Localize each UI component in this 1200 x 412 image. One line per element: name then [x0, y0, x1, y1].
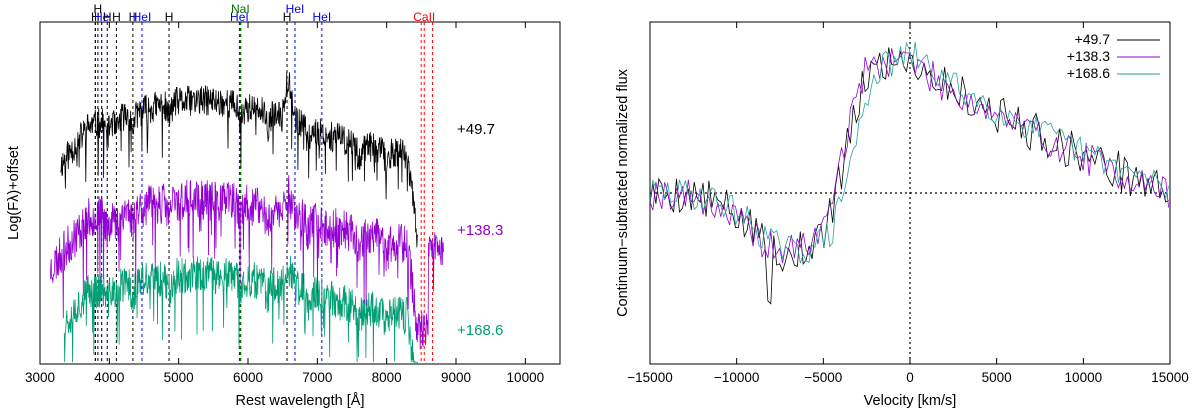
left-tick-label-0: 3000: [25, 370, 55, 385]
line-marker-label-7: H: [165, 10, 174, 24]
line-marker-label-6: HeI: [133, 10, 152, 24]
right-tick-label-5: 10000: [1065, 370, 1103, 385]
zero-guides: [650, 22, 1170, 364]
epoch-label-138: +138.3: [457, 222, 503, 239]
spectrum-2: [63, 255, 418, 363]
spectrum-1: [50, 175, 444, 350]
line-marker-label-11: HeI: [286, 2, 305, 16]
right-tick-label-3: 0: [906, 370, 914, 385]
right-tick-label-1: −10000: [714, 370, 759, 385]
left-tick-label-4: 7000: [302, 370, 332, 385]
line-marker-label-9: HeI: [230, 10, 249, 24]
left-plot-frame: [39, 21, 561, 365]
legend-label-49: +49.7: [1075, 31, 1111, 47]
line-marker-label-12: HeI: [312, 10, 331, 24]
epoch-label-49: +49.7: [457, 121, 495, 138]
right-tick-label-2: −5000: [804, 370, 842, 385]
epoch-label-168: +168.6: [457, 322, 503, 339]
line-marker-label-5: H: [129, 10, 138, 24]
left-series: [50, 72, 444, 363]
left-tick-label-3: 6000: [233, 370, 263, 385]
right-series: [649, 41, 1169, 305]
line-marker-label-4: H: [112, 10, 121, 24]
left-xlabel: Rest wavelength [Å]: [236, 392, 365, 409]
left-tick-label-1: 4000: [94, 370, 124, 385]
line-marker-label-0: H: [91, 10, 100, 24]
right-panel: −15000 −10000 −5000 0 5000 10000 15000 +49.7 +…: [615, 21, 1189, 409]
line-marker-label-10: H: [283, 10, 292, 24]
left-tick-label-5: 8000: [372, 370, 402, 385]
legend: +49.7 +138.3 +168.6: [1067, 31, 1160, 81]
left-tick-label-2: 5000: [164, 370, 194, 385]
right-ylabel: Continuum−subtracted normalized flux: [615, 68, 631, 317]
left-x-ticks: 3000 4000 5000 6000 7000 8000 9000 10000: [25, 22, 544, 385]
line-marker-label-1: H: [94, 2, 103, 16]
right-xlabel: Velocity [km/s]: [864, 393, 957, 409]
right-tick-label-6: 15000: [1151, 370, 1189, 385]
velocity-profile-2: [649, 41, 1169, 264]
spectrum-0: [60, 72, 419, 248]
legend-label-168: +168.6: [1067, 65, 1110, 81]
right-tick-label-0: −15000: [627, 370, 672, 385]
left-ylabel: Log(Fλ)+offset: [6, 146, 22, 240]
velocity-profile-1: [649, 48, 1169, 264]
legend-label-138: +138.3: [1067, 48, 1110, 64]
right-tick-label-4: 5000: [982, 370, 1012, 385]
right-x-ticks: −15000 −10000 −5000 0 5000 10000 15000: [627, 22, 1189, 385]
left-tick-label-6: 9000: [441, 370, 471, 385]
line-marker-label-2: H: [103, 10, 112, 24]
line-marker-label-13: CaII: [413, 10, 435, 24]
velocity-profile-0: [649, 47, 1169, 305]
line-marker-label-3: He: [94, 10, 110, 24]
left-tick-label-7: 10000: [507, 370, 545, 385]
line-marker-label-8: NaI: [231, 2, 250, 16]
